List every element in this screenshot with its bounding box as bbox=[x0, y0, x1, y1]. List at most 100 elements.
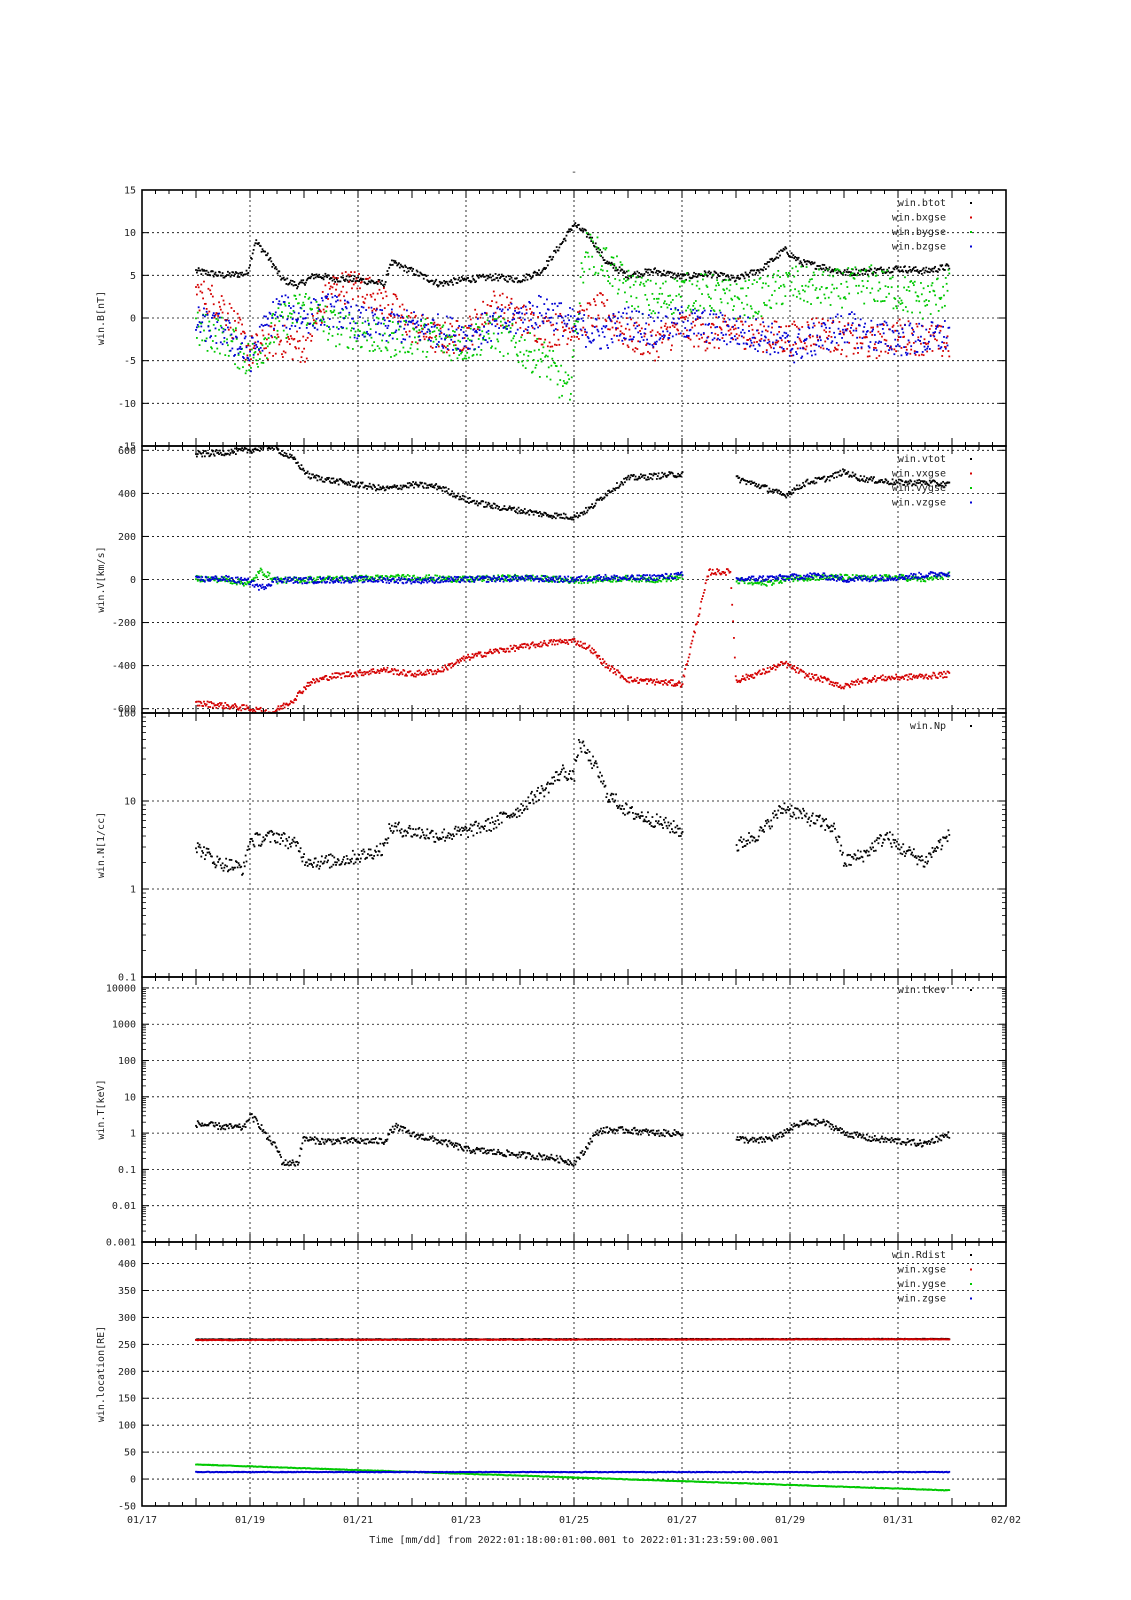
data-point bbox=[609, 262, 612, 265]
data-point bbox=[616, 268, 619, 271]
data-point bbox=[674, 307, 677, 309]
data-point bbox=[617, 311, 620, 314]
data-point bbox=[497, 306, 500, 309]
data-point bbox=[932, 334, 935, 337]
data-point bbox=[885, 479, 888, 482]
data-point bbox=[803, 342, 806, 345]
data-point bbox=[812, 343, 815, 346]
data-point bbox=[570, 229, 573, 232]
data-point bbox=[839, 332, 842, 335]
data-point bbox=[619, 333, 622, 336]
data-point bbox=[946, 263, 949, 266]
data-point bbox=[581, 511, 584, 514]
data-point bbox=[227, 452, 229, 455]
data-point bbox=[538, 337, 540, 340]
data-point bbox=[355, 340, 358, 343]
data-point bbox=[497, 650, 500, 653]
data-point bbox=[865, 336, 868, 339]
data-point bbox=[934, 331, 937, 333]
data-point bbox=[693, 345, 695, 348]
data-point bbox=[783, 331, 786, 334]
data-point bbox=[284, 278, 287, 281]
data-point bbox=[362, 306, 365, 309]
data-point bbox=[929, 335, 932, 337]
data-point bbox=[586, 251, 589, 254]
data-point bbox=[943, 486, 945, 489]
data-point bbox=[723, 340, 726, 342]
data-point bbox=[482, 500, 485, 503]
data-point bbox=[585, 331, 588, 334]
data-point bbox=[221, 311, 224, 314]
data-point bbox=[336, 296, 338, 298]
data-point bbox=[540, 515, 543, 518]
data-point bbox=[410, 674, 413, 677]
data-point bbox=[239, 706, 242, 709]
data-point bbox=[289, 307, 292, 309]
data-point bbox=[269, 448, 272, 450]
data-point bbox=[361, 671, 364, 674]
data-point bbox=[394, 485, 397, 488]
data-point bbox=[351, 298, 354, 301]
data-point bbox=[356, 322, 359, 325]
data-point bbox=[505, 322, 508, 325]
data-point bbox=[580, 262, 583, 264]
data-point bbox=[271, 447, 274, 449]
data-point bbox=[814, 477, 817, 479]
data-point bbox=[223, 303, 226, 306]
data-point bbox=[497, 279, 500, 282]
data-point bbox=[353, 271, 356, 274]
data-point bbox=[523, 279, 526, 282]
data-point bbox=[485, 312, 488, 315]
data-point bbox=[361, 295, 364, 298]
data-point bbox=[652, 271, 655, 274]
data-point bbox=[375, 281, 377, 284]
data-point bbox=[202, 314, 204, 317]
data-point bbox=[218, 453, 220, 456]
data-point bbox=[605, 262, 608, 265]
data-point bbox=[667, 295, 670, 297]
data-point bbox=[195, 271, 198, 274]
data-point bbox=[530, 311, 533, 314]
data-point bbox=[874, 481, 877, 483]
data-point bbox=[928, 290, 931, 293]
data-point bbox=[920, 269, 922, 272]
data-point bbox=[238, 316, 241, 319]
data-point bbox=[507, 308, 509, 311]
data-point bbox=[414, 483, 416, 485]
data-point bbox=[848, 292, 851, 295]
data-point bbox=[233, 310, 236, 312]
data-point bbox=[252, 450, 255, 453]
data-point bbox=[757, 310, 760, 313]
data-point bbox=[209, 706, 212, 708]
data-point bbox=[296, 330, 298, 333]
data-point bbox=[430, 322, 433, 324]
data-point bbox=[485, 331, 488, 334]
data-point bbox=[486, 319, 489, 322]
data-point bbox=[672, 474, 675, 477]
data-point bbox=[442, 324, 445, 327]
data-point bbox=[390, 315, 392, 317]
data-point bbox=[643, 332, 646, 335]
data-point bbox=[211, 295, 214, 298]
data-point bbox=[336, 676, 339, 678]
data-point bbox=[935, 327, 937, 330]
data-point bbox=[276, 272, 279, 275]
data-point bbox=[360, 674, 363, 677]
data-point bbox=[858, 284, 860, 287]
data-point bbox=[319, 309, 321, 312]
data-point bbox=[480, 349, 483, 351]
data-point bbox=[523, 313, 526, 316]
data-point bbox=[725, 279, 727, 281]
data-point bbox=[388, 320, 391, 322]
data-point bbox=[566, 641, 569, 644]
data-point bbox=[757, 332, 760, 335]
data-point bbox=[654, 312, 656, 315]
data-point bbox=[341, 480, 344, 482]
data-point bbox=[596, 294, 599, 297]
data-point bbox=[570, 641, 573, 643]
data-point bbox=[501, 292, 504, 295]
data-point bbox=[357, 276, 360, 279]
data-point bbox=[462, 331, 465, 334]
data-point bbox=[260, 342, 263, 345]
data-point bbox=[450, 492, 453, 495]
